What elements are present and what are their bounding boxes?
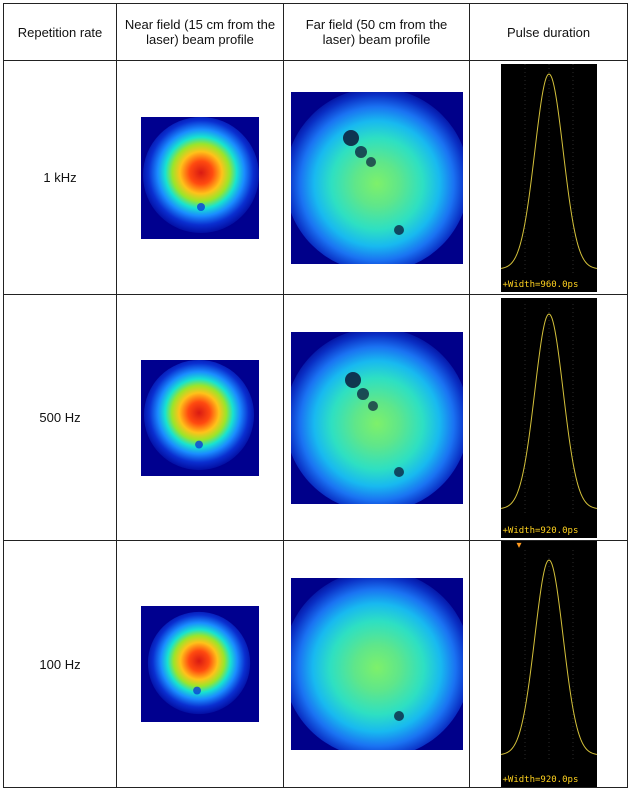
pulse-duration-cell: +Width=920.0ps (469, 294, 628, 541)
pulse-curve (500, 550, 597, 760)
far-field-cell (283, 294, 470, 541)
header-near-field: Near field (15 cm from the laser) beam p… (116, 3, 284, 61)
repetition-rate-cell: 1 kHz (3, 60, 117, 295)
pulse-line (500, 312, 597, 509)
table-row: 1 kHz +Width=960.0ps (3, 60, 628, 295)
pulse-width-label: +Width=960.0ps (502, 279, 579, 290)
results-table: Repetition rate Near field (15 cm from t… (3, 3, 628, 788)
header-far-field: Far field (50 cm from the laser) beam pr… (283, 3, 470, 61)
header-repetition-rate: Repetition rate (3, 3, 117, 61)
pulse-duration-cell: +Width=960.0ps (469, 60, 628, 295)
pulse-width-label: +Width=920.0ps (502, 775, 579, 785)
far-field-beam-image (290, 331, 463, 504)
near-field-beam-image (141, 359, 259, 476)
table-row: 100 Hz ▾ +Width=920.0ps (3, 540, 628, 788)
pulse-duration-cell: ▾ +Width=920.0ps (469, 540, 628, 788)
header-row: Repetition rate Near field (15 cm from t… (3, 3, 628, 61)
pulse-line (500, 72, 597, 269)
near-field-beam-image (141, 606, 259, 722)
header-pulse-duration: Pulse duration (469, 3, 628, 61)
far-field-cell (283, 540, 470, 788)
near-field-beam-image (141, 116, 259, 239)
near-field-cell (116, 294, 284, 541)
trigger-marker-icon: ▾ (516, 541, 522, 551)
far-field-cell (283, 60, 470, 295)
oscilloscope-trace: ▾ +Width=920.0ps (500, 541, 597, 787)
pulse-line (500, 559, 597, 755)
pulse-curve (500, 303, 597, 514)
pulse-width-label: +Width=920.0ps (502, 525, 579, 536)
oscilloscope-trace: +Width=920.0ps (500, 297, 597, 538)
near-field-cell (116, 60, 284, 295)
repetition-rate-cell: 500 Hz (3, 294, 117, 541)
oscilloscope-trace: +Width=960.0ps (500, 63, 597, 292)
far-field-beam-image (290, 578, 463, 750)
far-field-beam-image (290, 91, 463, 264)
table-row: 500 Hz +Width=920.0ps (3, 294, 628, 541)
pulse-curve (500, 63, 597, 274)
repetition-rate-cell: 100 Hz (3, 540, 117, 788)
near-field-cell (116, 540, 284, 788)
